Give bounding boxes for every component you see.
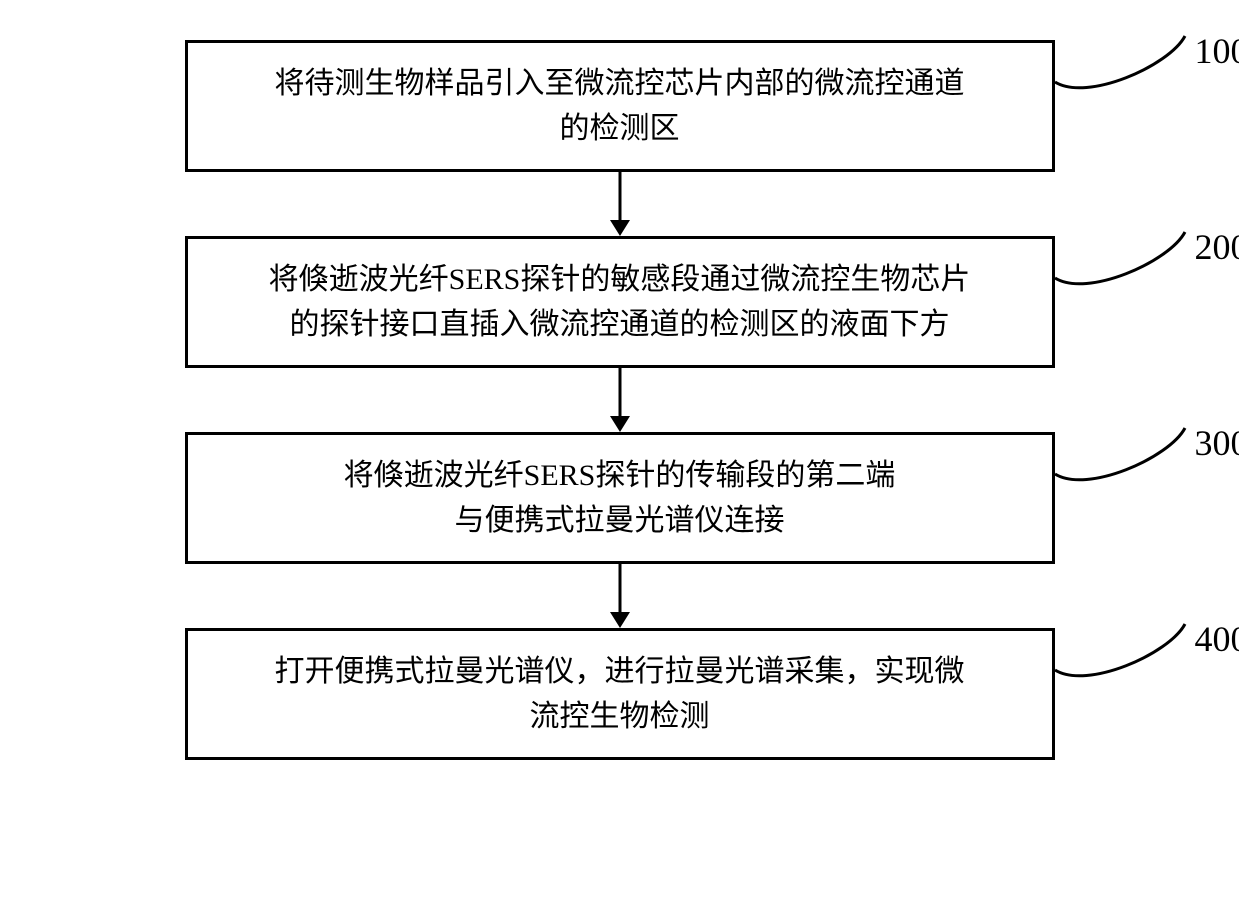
node-label: 100	[1195, 30, 1239, 72]
flowchart-box: 打开便携式拉曼光谱仪，进行拉曼光谱采集，实现微 流控生物检测	[185, 628, 1055, 760]
flowchart-node: 打开便携式拉曼光谱仪，进行拉曼光谱采集，实现微 流控生物检测400	[185, 628, 1055, 760]
flowchart-box-text: 将倏逝波光纤SERS探针的传输段的第二端 与便携式拉曼光谱仪连接	[344, 453, 896, 543]
flowchart-node: 将倏逝波光纤SERS探针的敏感段通过微流控生物芯片 的探针接口直插入微流控通道的…	[185, 236, 1055, 368]
flowchart-box-text: 将待测生物样品引入至微流控芯片内部的微流控通道 的检测区	[275, 61, 965, 151]
flowchart-box: 将倏逝波光纤SERS探针的敏感段通过微流控生物芯片 的探针接口直插入微流控通道的…	[185, 236, 1055, 368]
flowchart-container: 将待测生物样品引入至微流控芯片内部的微流控通道 的检测区100 将倏逝波光纤SER…	[110, 40, 1130, 760]
flowchart-box-text: 打开便携式拉曼光谱仪，进行拉曼光谱采集，实现微 流控生物检测	[275, 649, 965, 739]
connector-curve	[1045, 6, 1195, 112]
flow-arrow	[110, 172, 1130, 236]
arrow-down-icon	[600, 368, 640, 432]
flow-arrow	[110, 368, 1130, 432]
flowchart-node: 将待测生物样品引入至微流控芯片内部的微流控通道 的检测区100	[185, 40, 1055, 172]
flowchart-box: 将倏逝波光纤SERS探针的传输段的第二端 与便携式拉曼光谱仪连接	[185, 432, 1055, 564]
flowchart-box: 将待测生物样品引入至微流控芯片内部的微流控通道 的检测区	[185, 40, 1055, 172]
node-label: 300	[1195, 422, 1239, 464]
flowchart-node: 将倏逝波光纤SERS探针的传输段的第二端 与便携式拉曼光谱仪连接300	[185, 432, 1055, 564]
node-label: 200	[1195, 226, 1239, 268]
node-label: 400	[1195, 618, 1239, 660]
flow-arrow	[110, 564, 1130, 628]
arrow-down-icon	[600, 564, 640, 628]
arrow-down-icon	[600, 172, 640, 236]
flowchart-box-text: 将倏逝波光纤SERS探针的敏感段通过微流控生物芯片 的探针接口直插入微流控通道的…	[269, 257, 971, 347]
